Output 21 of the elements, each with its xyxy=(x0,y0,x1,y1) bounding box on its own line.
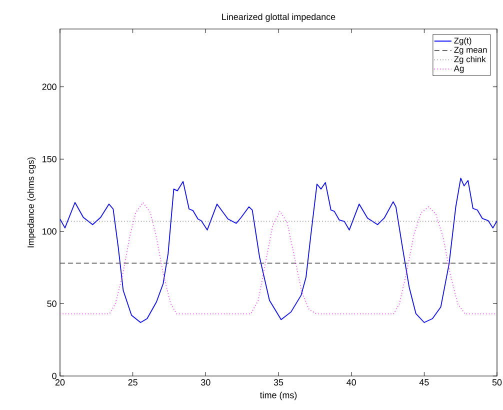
chart-title: Linearized glottal impedance xyxy=(222,13,336,22)
x-tick-label: 50 xyxy=(492,379,502,386)
x-tick-label: 20 xyxy=(55,379,65,386)
line-series xyxy=(60,178,498,323)
legend-label: Zg(t) xyxy=(454,37,472,46)
legend-label: Zg mean xyxy=(454,46,487,54)
x-tick-label: 25 xyxy=(128,379,138,386)
y-tick-label: 200 xyxy=(42,84,56,90)
y-tick-label: 100 xyxy=(42,228,56,235)
y-tick-label: 0 xyxy=(52,372,56,380)
x-tick-label: 40 xyxy=(346,379,356,386)
y-tick-label: 50 xyxy=(47,300,56,307)
legend-label: Ag xyxy=(454,66,464,74)
y-axis-title: Impedance (ohms cgs) xyxy=(27,157,36,248)
x-tick-label: 35 xyxy=(274,379,284,386)
x-axis-title: time (ms) xyxy=(260,392,297,400)
line-series xyxy=(60,202,498,314)
x-tick-label: 30 xyxy=(201,379,210,386)
legend-label: Zg chink xyxy=(454,56,486,64)
x-tick-label: 45 xyxy=(419,379,429,386)
y-tick-label: 150 xyxy=(42,156,56,162)
